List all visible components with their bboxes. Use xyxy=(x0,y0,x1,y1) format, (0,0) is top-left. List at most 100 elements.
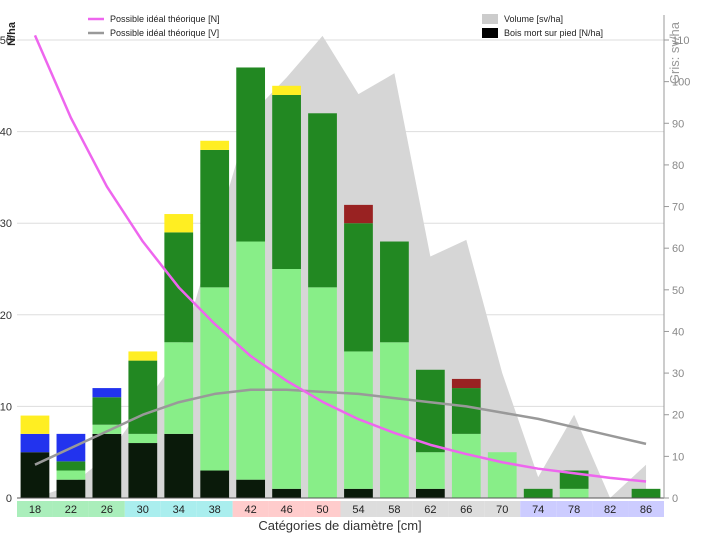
right-tick-100: 100 xyxy=(672,77,690,89)
category-label-54: 54 xyxy=(352,504,364,516)
x-axis-label: Catégories de diamètre [cm] xyxy=(258,518,421,533)
left-tick-40: 40 xyxy=(0,127,12,139)
category-cell-42 xyxy=(232,501,269,517)
right-tick-70: 70 xyxy=(672,202,684,214)
category-cell-62 xyxy=(412,501,449,517)
category-cell-82 xyxy=(592,501,629,517)
bar-30-segment-2 xyxy=(128,360,158,434)
bar-78-segment-1 xyxy=(559,488,589,498)
bar-50-segment-2 xyxy=(308,113,337,288)
category-label-18: 18 xyxy=(29,504,41,516)
category-label-30: 30 xyxy=(137,504,149,516)
left-tick-50: 50 xyxy=(0,35,12,47)
legend-label-0: Possible idéal théorique [N] xyxy=(110,14,220,24)
bar-46-segment-2 xyxy=(272,94,301,270)
left-tick-20: 20 xyxy=(0,310,12,322)
category-label-46: 46 xyxy=(280,504,292,516)
category-label-42: 42 xyxy=(245,504,257,516)
bar-62-segment-2 xyxy=(415,369,445,453)
bar-86-segment-2 xyxy=(631,488,661,498)
category-label-58: 58 xyxy=(388,504,400,516)
right-axis-ticks: 0 10 20 30 40 50 60 70 80 90 100 110 xyxy=(664,35,690,505)
category-label-50: 50 xyxy=(316,504,328,516)
category-label-70: 70 xyxy=(496,504,508,516)
bar-42-segment-2 xyxy=(236,67,266,242)
category-cell-66 xyxy=(448,501,485,517)
bar-38-segment-0 xyxy=(200,470,230,498)
bar-38-segment-1 xyxy=(200,287,230,471)
left-tick-10: 10 xyxy=(0,401,12,413)
category-cell-54 xyxy=(340,501,377,517)
bar-54-segment-5 xyxy=(344,204,373,224)
bar-38-segment-2 xyxy=(200,149,230,288)
bar-42-segment-1 xyxy=(236,241,266,480)
bar-54-segment-2 xyxy=(344,223,373,352)
bar-30-segment-1 xyxy=(128,433,158,444)
bar-18-segment-3 xyxy=(20,433,50,453)
category-label-26: 26 xyxy=(101,504,113,516)
legend-label-2: Volume [sv/ha] xyxy=(504,14,563,24)
legend-swatch-2 xyxy=(482,14,498,24)
bar-26-segment-2 xyxy=(92,397,122,425)
bar-46-segment-0 xyxy=(272,488,301,498)
bar-26-segment-3 xyxy=(92,388,122,398)
right-tick-40: 40 xyxy=(672,326,684,338)
diameter-category-band: 18 22 26 30 34 38 42 46 50 54 58 62 66 70 74 78 82 86 xyxy=(17,501,664,517)
category-cell-34 xyxy=(160,501,197,517)
bar-42-segment-0 xyxy=(236,479,266,498)
category-cell-18 xyxy=(17,501,53,517)
category-label-86: 86 xyxy=(640,504,652,516)
category-cell-38 xyxy=(196,501,233,517)
category-label-38: 38 xyxy=(209,504,221,516)
right-tick-80: 80 xyxy=(672,160,684,172)
category-cell-86 xyxy=(628,501,664,517)
bar-26-segment-0 xyxy=(92,433,122,498)
bar-46-segment-4 xyxy=(272,85,301,95)
legend: Possible idéal théorique [N] Possible idé… xyxy=(88,14,603,38)
left-tick-0: 0 xyxy=(6,493,12,505)
bar-66-segment-2 xyxy=(451,388,481,434)
bar-46-segment-1 xyxy=(272,269,301,489)
category-label-34: 34 xyxy=(173,504,185,516)
bar-34-segment-1 xyxy=(164,342,194,434)
category-cell-58 xyxy=(376,501,413,517)
bar-18-segment-4 xyxy=(20,415,50,434)
bar-34-segment-4 xyxy=(164,214,194,233)
category-label-82: 82 xyxy=(604,504,616,516)
right-tick-20: 20 xyxy=(672,410,684,422)
left-axis-label: N/ha xyxy=(6,21,18,46)
bar-22-segment-0 xyxy=(56,479,86,498)
bar-22-segment-1 xyxy=(56,470,86,480)
bar-62-segment-0 xyxy=(415,488,445,498)
ideal-lines xyxy=(33,34,647,483)
bar-62-segment-1 xyxy=(415,452,445,489)
category-cell-74 xyxy=(520,501,557,517)
category-label-62: 62 xyxy=(424,504,436,516)
category-cell-46 xyxy=(268,501,305,517)
category-label-22: 22 xyxy=(65,504,77,516)
category-label-74: 74 xyxy=(532,504,544,516)
right-tick-30: 30 xyxy=(672,368,684,380)
category-cell-50 xyxy=(304,501,341,517)
category-label-66: 66 xyxy=(460,504,472,516)
bar-58-segment-1 xyxy=(380,342,409,498)
bar-74-segment-2 xyxy=(523,488,553,498)
legend-label-1: Possible idéal théorique [V] xyxy=(110,28,219,38)
bars xyxy=(20,67,661,498)
legend-label-3: Bois mort sur pied [N/ha] xyxy=(504,28,603,38)
category-cell-26 xyxy=(88,501,125,517)
category-label-78: 78 xyxy=(568,504,580,516)
bar-54-segment-0 xyxy=(344,488,373,498)
right-tick-50: 50 xyxy=(672,285,684,297)
category-cell-22 xyxy=(52,501,89,517)
left-tick-30: 30 xyxy=(0,218,12,230)
legend-swatch-3 xyxy=(482,28,498,38)
bar-58-segment-2 xyxy=(380,241,409,343)
bar-38-segment-4 xyxy=(200,140,230,150)
bar-22-segment-2 xyxy=(56,461,86,471)
bar-30-segment-4 xyxy=(128,351,158,361)
bar-26-segment-1 xyxy=(92,424,122,434)
left-axis-ticks: 0 10 20 30 40 50 xyxy=(0,35,12,505)
right-tick-60: 60 xyxy=(672,243,684,255)
